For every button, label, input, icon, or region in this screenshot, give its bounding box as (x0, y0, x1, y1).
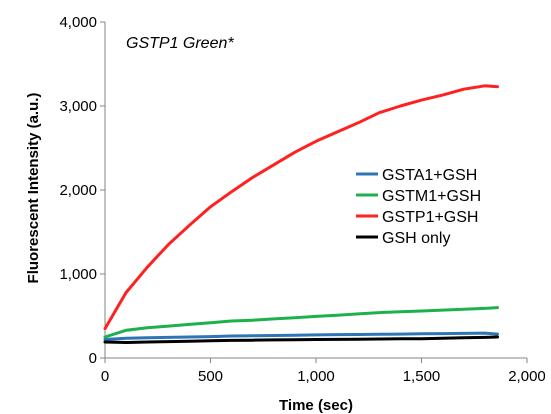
series-line-gsh-only (103, 335, 499, 344)
y-axis-title: Fluorescent Intensity (a.u.) (25, 93, 42, 284)
series-line-gsta1-gsh (103, 331, 499, 341)
legend-label-gstp1-gsh: GSTP1+GSH (382, 209, 478, 226)
plot-area: 0 1,000 2,000 3,000 4,000 0 500 1,000 1,500 2,000 (59, 14, 545, 385)
x-tick-label: 2,000 (508, 368, 546, 385)
y-tick-label: 4,000 (59, 14, 97, 31)
x-tick-label: 1,000 (297, 368, 335, 385)
y-tick-label: 2,000 (59, 182, 97, 199)
y-tick-label: 0 (89, 350, 97, 367)
legend-label-gsta1-gsh: GSTA1+GSH (382, 167, 477, 184)
x-tick-label: 0 (101, 368, 109, 385)
legend-label-gsh-only: GSH only (382, 230, 450, 247)
x-axis-title: Time (sec) (279, 397, 353, 414)
series-line-gstp1-gsh (103, 84, 499, 331)
y-tick-label: 1,000 (59, 266, 97, 283)
legend-label-gstm1-gsh: GSTM1+GSH (382, 188, 481, 205)
series-line-gstm1-gsh (103, 306, 499, 339)
x-tick-label: 1,500 (403, 368, 441, 385)
x-tick-label: 500 (198, 368, 223, 385)
y-tick-label: 3,000 (59, 98, 97, 115)
chart-annotation: GSTP1 Green* (126, 35, 234, 52)
legend: GSTA1+GSH GSTM1+GSH GSTP1+GSH GSH only (356, 167, 481, 247)
